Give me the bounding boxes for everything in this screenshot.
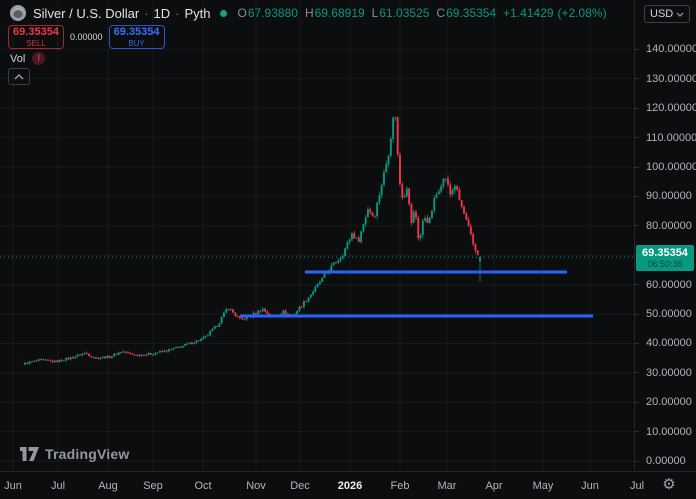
time-tick-label: May <box>532 480 554 492</box>
low-value: 61.03525 <box>379 6 430 20</box>
time-tick-label: 2026 <box>337 480 363 492</box>
price-tick-label: 60.00000 <box>646 278 692 291</box>
time-tick-label: Jul <box>50 480 66 492</box>
price-axis[interactable]: USD 140.00000 130.00000 120.00000 110.00000… <box>634 0 696 471</box>
volume-indicator-legend: Vol ! <box>10 52 46 65</box>
symbol-legend: Silver / U.S. Dollar · 1D · Pyth O 67.938… <box>10 4 607 22</box>
sell-label: SELL <box>26 38 46 48</box>
ohlc-values: O 67.93880 H 69.68919 L 61.03525 C 69.35354 … <box>238 6 607 20</box>
time-tick-label: Dec <box>290 480 310 492</box>
price-axis-tick <box>635 460 639 462</box>
main-chart-pane[interactable] <box>0 0 634 471</box>
time-tick-label: Feb <box>390 480 410 492</box>
price-axis-tick <box>635 78 639 80</box>
open-value: 67.93880 <box>247 6 298 20</box>
time-tick-label: Nov <box>246 480 266 492</box>
price-tick-label: 30.00000 <box>646 366 692 379</box>
chevron-up-icon <box>14 73 24 79</box>
price-tick-label: 140.00000 <box>646 43 696 56</box>
price-axis-tick <box>635 372 639 374</box>
time-tick-label: Aug <box>98 480 118 492</box>
tradingview-logo-icon <box>20 447 39 461</box>
time-tick-label: Sep <box>143 480 163 492</box>
sell-button[interactable]: 69.35354 SELL <box>8 25 64 49</box>
price-tick-label: 40.00000 <box>646 337 692 350</box>
price-axis-tick <box>635 313 639 315</box>
interval-label[interactable]: 1D <box>153 5 171 21</box>
buy-button[interactable]: 69.35354 BUY <box>108 25 165 49</box>
time-tick-label: Jul <box>629 480 645 492</box>
chevron-down-icon <box>676 12 684 17</box>
watermark-brand: TradingView <box>45 446 130 462</box>
time-tick-label: Oct <box>194 480 212 492</box>
last-price-value: 69.35354 <box>642 247 688 260</box>
support-line-rays[interactable] <box>240 270 593 318</box>
symbol-title[interactable]: Silver / U.S. Dollar <box>33 5 140 21</box>
price-axis-tick <box>635 431 639 433</box>
price-axis-tick <box>635 107 639 109</box>
close-value: 69.35354 <box>446 6 497 20</box>
price-axis-tick <box>635 166 639 168</box>
price-tick-label: 50.00000 <box>646 308 692 320</box>
change-percent: (+2.08%) <box>557 6 607 20</box>
price-tick-label: 10.00000 <box>646 425 692 438</box>
price-axis-tick <box>635 284 639 286</box>
close-label: C <box>436 6 446 20</box>
price-tick-label: 110.00000 <box>646 131 696 144</box>
market-status-dot[interactable] <box>219 9 227 17</box>
order-panel: 69.35354 SELL 0.00000 69.35354 BUY <box>8 25 165 49</box>
bar-countdown: 06:50:36 <box>647 259 683 270</box>
last-price-label: 69.35354 06:50:36 <box>636 245 694 272</box>
currency-label: USD <box>650 8 674 20</box>
time-axis[interactable]: Jun Jul Aug Sep Oct Nov Dec 2026 Feb Mar Apr May Jun… <box>0 471 696 499</box>
grid-lines <box>0 0 634 471</box>
buy-price: 69.35354 <box>113 25 160 38</box>
price-axis-tick <box>635 342 639 344</box>
price-axis-tick <box>635 401 639 403</box>
price-axis-tick <box>635 225 639 227</box>
pane-collapse-button[interactable] <box>8 68 30 85</box>
volume-indicator-label[interactable]: Vol <box>10 52 26 65</box>
price-tick-label: 80.00000 <box>646 219 692 232</box>
price-tick-label: 130.00000 <box>646 72 696 85</box>
legend-separator: · <box>144 5 149 21</box>
price-tick-label: 0.00000 <box>646 455 686 467</box>
time-tick-label: Mar <box>437 480 457 492</box>
high-label: H <box>304 6 314 20</box>
price-tick-label: 20.00000 <box>646 396 692 409</box>
indicator-error-icon[interactable]: ! <box>32 52 46 65</box>
change-value: +1.41429 <box>503 6 554 20</box>
price-tick-label: 90.00000 <box>646 190 692 203</box>
symbol-logo-icon <box>10 5 26 21</box>
low-label: L <box>371 6 379 20</box>
price-tick-label: 100.00000 <box>646 161 696 173</box>
buy-label: BUY <box>128 38 145 48</box>
time-tick-label: Jun <box>4 480 22 492</box>
currency-toggle-button[interactable]: USD <box>644 5 690 23</box>
high-value: 69.68919 <box>314 6 365 20</box>
price-axis-tick <box>635 48 639 50</box>
open-label: O <box>237 6 247 20</box>
tradingview-watermark[interactable]: TradingView <box>20 446 129 462</box>
price-tick-label: 120.00000 <box>646 102 696 115</box>
price-axis-tick <box>635 137 639 139</box>
candles-series <box>24 116 481 366</box>
spread-value: 0.00000 <box>70 32 103 42</box>
settings-gear-icon[interactable]: ⚙ <box>662 476 676 493</box>
legend-separator: · <box>175 5 180 21</box>
time-tick-label: Apr <box>485 480 503 492</box>
sell-price: 69.35354 <box>13 25 59 38</box>
data-source-label[interactable]: Pyth <box>184 5 211 21</box>
price-axis-tick <box>635 195 639 197</box>
time-tick-label: Jun <box>581 480 599 492</box>
